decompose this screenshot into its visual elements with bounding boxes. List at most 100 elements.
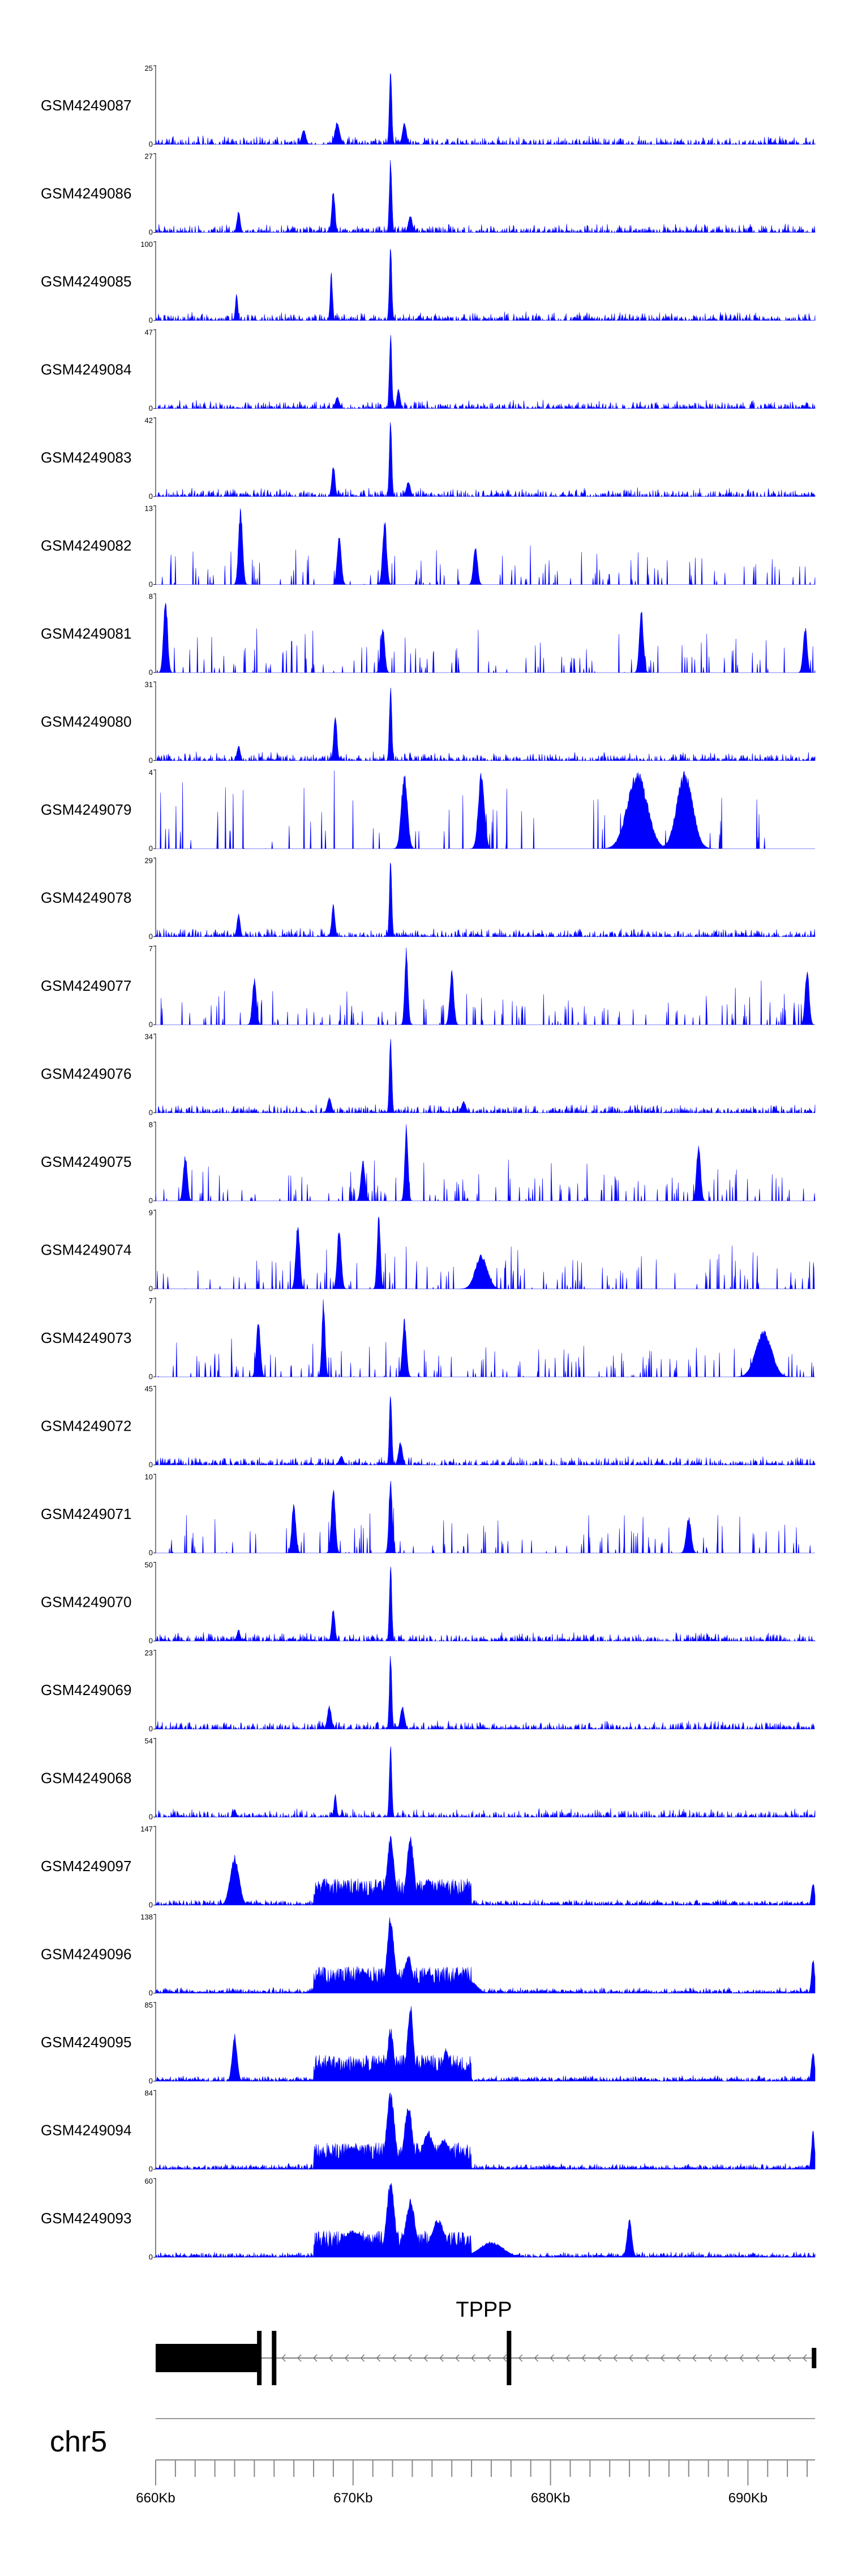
strand-arrow [629, 2354, 633, 2362]
strand-arrow [581, 2354, 586, 2362]
y-min-label: 0 [149, 580, 153, 589]
y-min-label: 0 [149, 2165, 153, 2173]
y-min-label: 0 [149, 1020, 153, 1029]
y-max-label: 54 [145, 1737, 153, 1745]
signal-area [155, 2183, 816, 2258]
y-max-label: 84 [145, 2089, 153, 2098]
strand-arrow [771, 2354, 775, 2362]
track-label: GSM4249086 [41, 185, 131, 202]
track-label: GSM4249076 [41, 1066, 131, 1082]
strand-arrow [423, 2354, 428, 2362]
track-label: GSM4249096 [41, 1946, 131, 1963]
y-min-label: 0 [149, 844, 153, 853]
signal-area [156, 770, 815, 849]
track-GSM4249087: GSM4249087 25 0 [41, 64, 816, 148]
y-min-label: 0 [149, 1196, 153, 1205]
signal-area [155, 1835, 816, 1906]
track-GSM4249083: GSM4249083 42 0 [41, 416, 816, 500]
strand-arrow [328, 2354, 333, 2362]
track-label: GSM4249085 [41, 273, 131, 290]
signal-area [155, 1396, 816, 1466]
strand-arrow [692, 2354, 697, 2362]
y-min-label: 0 [149, 668, 153, 677]
strand-arrow [534, 2354, 539, 2362]
y-max-label: 8 [149, 1120, 153, 1129]
track-GSM4249074: GSM4249074 9 0 [41, 1209, 815, 1293]
y-max-label: 138 [140, 1913, 153, 1922]
track-GSM4249095: GSM4249095 85 0 [41, 2001, 816, 2085]
strand-arrow [518, 2354, 523, 2362]
chromosome-label: chr5 [50, 2425, 107, 2458]
strand-arrow [486, 2354, 491, 2362]
signal-area [155, 1567, 816, 1642]
track-GSM4249077: GSM4249077 7 0 [41, 944, 816, 1029]
y-max-label: 25 [145, 64, 153, 72]
y-min-label: 0 [149, 1901, 153, 1909]
track-GSM4249084: GSM4249084 47 0 [41, 328, 816, 413]
axis-tick-label: 690Kb [728, 2491, 767, 2506]
signal-area [155, 1655, 815, 1730]
y-min-label: 0 [149, 228, 153, 237]
signal-area [155, 422, 816, 498]
signal-area [155, 2006, 816, 2082]
y-max-label: 60 [145, 2177, 153, 2185]
track-label: GSM4249072 [41, 1418, 131, 1435]
strand-arrow [803, 2354, 807, 2362]
strand-arrow [408, 2354, 412, 2362]
track-label: GSM4249071 [41, 1505, 131, 1522]
strand-arrow [707, 2354, 713, 2362]
y-min-label: 0 [149, 2077, 153, 2085]
track-label: GSM4249075 [41, 1153, 131, 1170]
strand-arrow [376, 2354, 381, 2362]
strand-arrow [613, 2354, 618, 2362]
track-label: GSM4249095 [41, 2034, 131, 2051]
y-max-label: 27 [145, 152, 153, 161]
strand-arrow [755, 2354, 760, 2362]
y-max-label: 9 [149, 1209, 153, 1217]
strand-arrow [676, 2354, 681, 2362]
track-label: GSM4249084 [41, 361, 131, 378]
exon [507, 2331, 512, 2385]
track-GSM4249069: GSM4249069 23 0 [41, 1649, 815, 1733]
track-label: GSM4249083 [41, 449, 131, 466]
signal-area [156, 1299, 815, 1377]
y-min-label: 0 [149, 492, 153, 500]
strand-arrow [597, 2354, 602, 2362]
track-label: GSM4249073 [41, 1329, 131, 1346]
strand-arrow [439, 2354, 444, 2362]
signal-area [155, 249, 816, 322]
track-label: GSM4249081 [41, 625, 131, 642]
track-GSM4249082: GSM4249082 13 0 [41, 504, 816, 589]
y-max-label: 47 [145, 328, 153, 337]
axis-tick-label: 670Kb [333, 2491, 372, 2506]
track-GSM4249073: GSM4249073 7 0 [41, 1296, 815, 1381]
track-GSM4249081: GSM4249081 8 0 [41, 592, 816, 677]
y-min-label: 0 [149, 1372, 153, 1381]
track-GSM4249080: GSM4249080 31 0 [41, 681, 816, 765]
track-label: GSM4249093 [41, 2210, 131, 2227]
exon [257, 2331, 262, 2385]
strand-arrow [565, 2354, 571, 2362]
track-label: GSM4249074 [41, 1242, 131, 1259]
track-label: GSM4249069 [41, 1681, 131, 1698]
signal-area [156, 603, 816, 673]
strand-arrow [644, 2354, 649, 2362]
signal-tracks: GSM4249087250GSM4249086270GSM42490851000… [41, 64, 816, 2261]
track-label: GSM4249080 [41, 713, 131, 730]
track-label: GSM4249079 [41, 801, 131, 818]
strand-arrow [660, 2354, 665, 2362]
utr-block [156, 2344, 260, 2372]
signal-area [155, 335, 816, 409]
track-GSM4249071: GSM4249071 10 0 [41, 1473, 815, 1557]
y-max-label: 23 [145, 1649, 153, 1657]
track-label: GSM4249094 [41, 2122, 131, 2139]
y-min-label: 0 [149, 2253, 153, 2261]
y-min-label: 0 [149, 1989, 153, 1997]
y-min-label: 0 [149, 756, 153, 765]
y-min-label: 0 [149, 1548, 153, 1557]
track-GSM4249096: GSM4249096 138 0 [41, 1913, 816, 1997]
track-GSM4249078: GSM4249078 29 0 [41, 857, 816, 941]
y-max-label: 42 [145, 416, 153, 425]
axis-ticks: 660Kb 670Kb 680Kb 690Kb [136, 2460, 808, 2506]
signal-area [155, 160, 816, 233]
